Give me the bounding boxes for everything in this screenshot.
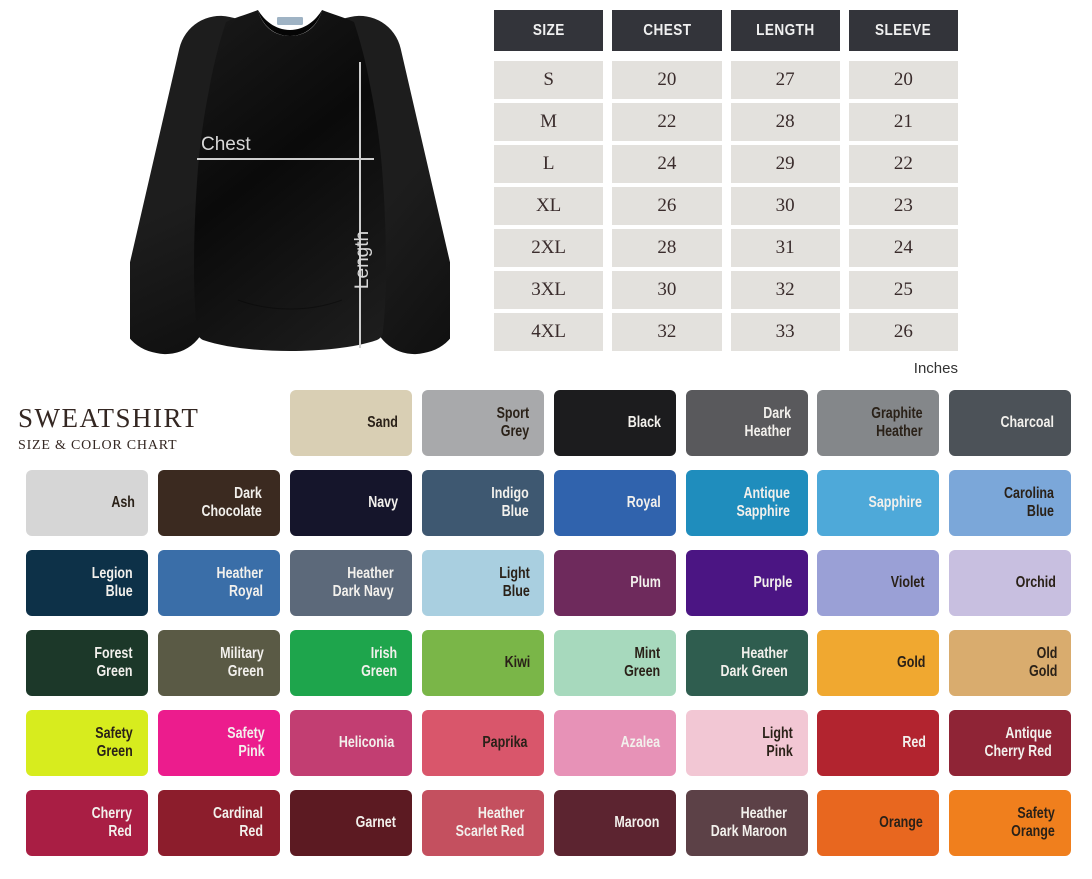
svg-text:Chest: Chest bbox=[201, 134, 251, 155]
svg-text:Length: Length bbox=[352, 231, 373, 289]
